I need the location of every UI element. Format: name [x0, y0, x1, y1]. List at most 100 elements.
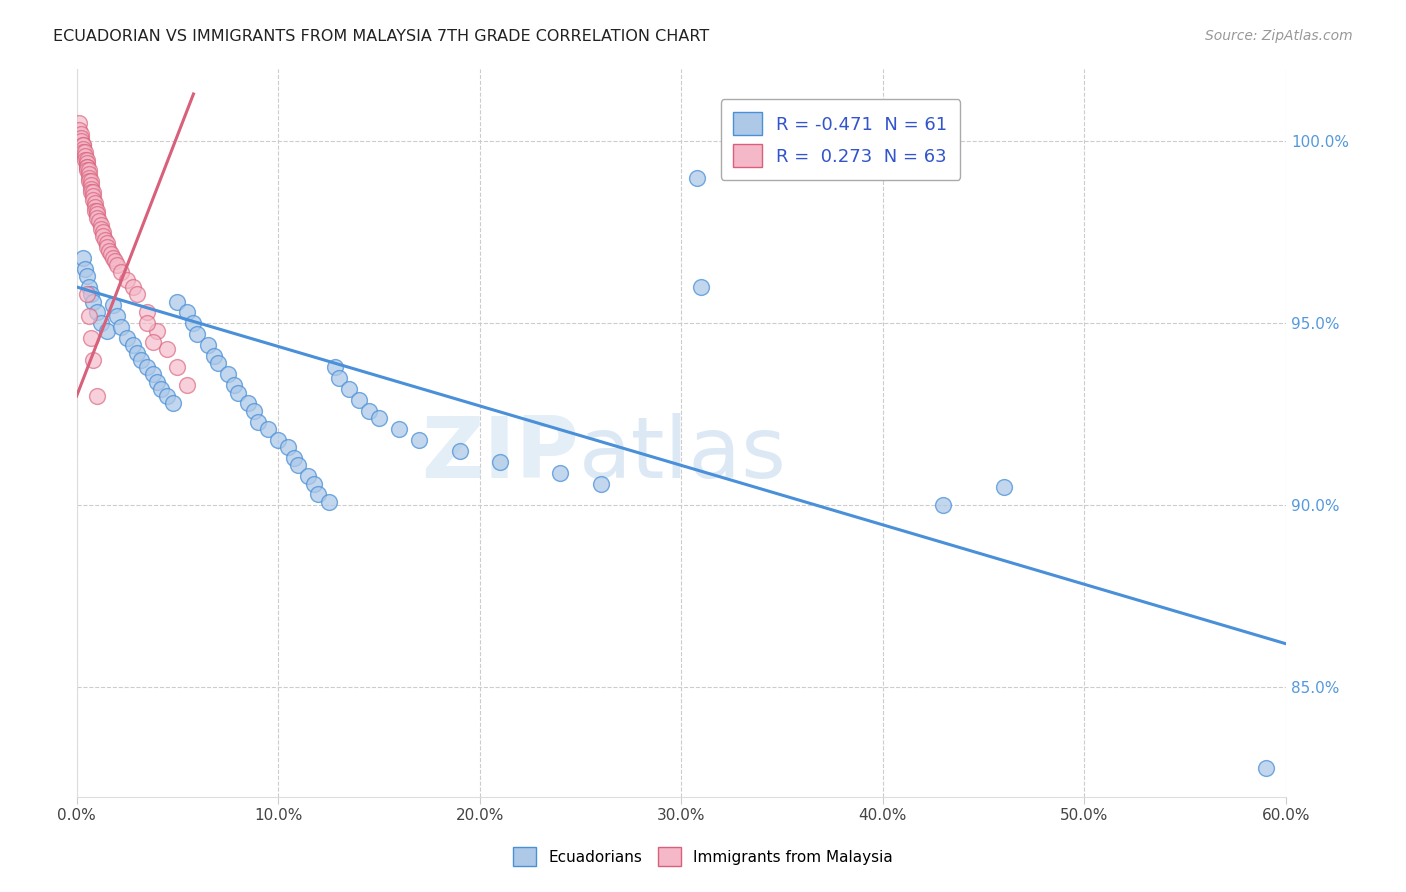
Point [96, 236, 118, 251]
Point [72, 138, 94, 153]
Point [156, 342, 179, 356]
Point [105, 309, 128, 323]
Point [287, 458, 309, 473]
Point [82, 193, 104, 207]
Point [146, 324, 169, 338]
Point [91, 229, 114, 244]
Point [1254, 760, 1277, 774]
Point [122, 280, 145, 294]
Point [142, 368, 165, 382]
Legend: R = -0.471  N = 61, R =  0.273  N = 63: R = -0.471 N = 61, R = 0.273 N = 63 [720, 99, 960, 180]
Point [136, 317, 159, 331]
Point [77, 174, 100, 188]
Text: ZIP: ZIP [420, 413, 578, 496]
Point [357, 403, 380, 417]
Point [79, 182, 101, 196]
Point [110, 320, 132, 334]
Point [226, 385, 249, 400]
Point [67, 116, 90, 130]
Point [69, 127, 91, 141]
Point [932, 499, 955, 513]
Point [690, 280, 713, 294]
Point [142, 334, 165, 349]
Point [69, 134, 91, 148]
Point [125, 345, 148, 359]
Point [86, 203, 108, 218]
Point [79, 186, 101, 200]
Point [79, 174, 101, 188]
Point [86, 207, 108, 221]
Point [76, 156, 98, 170]
Point [105, 258, 128, 272]
Point [162, 396, 184, 410]
Point [72, 138, 94, 153]
Point [77, 167, 100, 181]
Point [86, 211, 108, 225]
Point [283, 451, 305, 466]
Point [94, 233, 117, 247]
Point [550, 466, 572, 480]
Point [72, 251, 94, 265]
Point [73, 153, 96, 167]
Point [86, 305, 108, 319]
Point [686, 170, 709, 185]
Point [236, 396, 259, 410]
Point [73, 261, 96, 276]
Point [318, 495, 340, 509]
Point [408, 433, 430, 447]
Point [91, 225, 114, 239]
Point [277, 440, 299, 454]
Point [297, 469, 319, 483]
Point [323, 360, 346, 375]
Point [222, 378, 245, 392]
Point [489, 455, 512, 469]
Point [589, 476, 612, 491]
Point [76, 163, 98, 178]
Point [125, 287, 148, 301]
Point [73, 145, 96, 160]
Point [79, 287, 101, 301]
Point [77, 170, 100, 185]
Point [72, 145, 94, 160]
Point [76, 160, 98, 174]
Point [328, 371, 350, 385]
Point [90, 218, 112, 232]
Point [82, 294, 104, 309]
Point [110, 265, 132, 279]
Point [347, 392, 370, 407]
Point [246, 415, 269, 429]
Point [67, 123, 90, 137]
Point [166, 360, 188, 375]
Point [77, 280, 100, 294]
Point [257, 422, 280, 436]
Point [202, 349, 225, 363]
Point [76, 153, 98, 167]
Point [96, 324, 118, 338]
Point [993, 480, 1015, 494]
Point [307, 487, 329, 501]
Point [82, 186, 104, 200]
Legend: Ecuadorians, Immigrants from Malaysia: Ecuadorians, Immigrants from Malaysia [506, 839, 900, 873]
Point [176, 305, 198, 319]
Point [79, 178, 101, 192]
Point [90, 317, 112, 331]
Point [337, 382, 360, 396]
Point [101, 298, 124, 312]
Point [217, 368, 239, 382]
Point [76, 287, 98, 301]
Point [100, 247, 122, 261]
Point [86, 389, 108, 403]
Point [166, 294, 188, 309]
Point [304, 476, 326, 491]
Point [122, 338, 145, 352]
Point [197, 338, 219, 352]
Text: ECUADORIAN VS IMMIGRANTS FROM MALAYSIA 7TH GRADE CORRELATION CHART: ECUADORIAN VS IMMIGRANTS FROM MALAYSIA 7… [53, 29, 710, 44]
Point [73, 149, 96, 163]
Point [207, 356, 229, 370]
Point [183, 317, 205, 331]
Point [115, 331, 138, 345]
Point [96, 240, 118, 254]
Point [243, 403, 266, 417]
Point [69, 130, 91, 145]
Point [72, 142, 94, 156]
